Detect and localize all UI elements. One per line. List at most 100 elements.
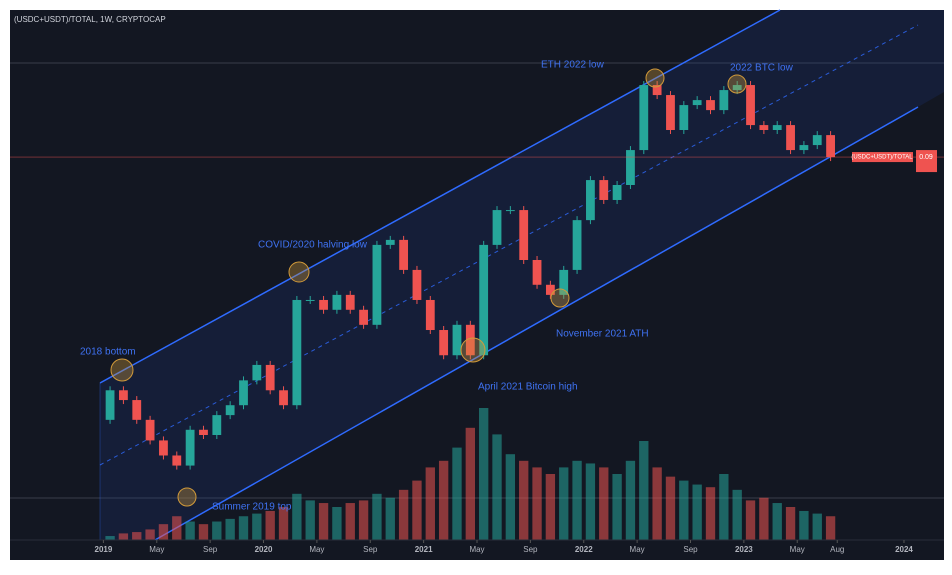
annotation: April 2021 Bitcoin high — [478, 382, 578, 393]
annotation: Summer 2019 top — [212, 502, 292, 513]
candle-body — [332, 294, 342, 310]
candle-body — [545, 284, 555, 295]
volume-bar — [118, 533, 129, 540]
marks — [105, 81, 836, 540]
volume-bar — [198, 524, 209, 540]
volume-bar — [639, 441, 649, 540]
volume-bar — [759, 497, 769, 540]
candle-body — [652, 85, 662, 96]
price-tag — [852, 152, 913, 163]
candle-body — [345, 294, 355, 310]
x-tick-label: May — [790, 545, 805, 554]
highlight-circle — [460, 337, 486, 363]
highlight-circle — [177, 487, 197, 507]
candle-body — [185, 429, 195, 466]
candle-body — [105, 390, 115, 420]
annotation: 2018 bottom — [80, 347, 136, 358]
volume-bar — [772, 503, 782, 540]
volume-bar — [172, 516, 182, 540]
candle-body — [172, 455, 182, 466]
candle-body — [732, 85, 742, 91]
channel-fill — [100, 10, 944, 540]
candle-body — [452, 324, 462, 356]
volume-bar — [785, 507, 796, 540]
volume-bar — [265, 510, 275, 540]
channel-upper — [99, 9, 781, 384]
candle-body — [519, 210, 529, 261]
volume-bar — [412, 480, 422, 540]
volume-bar — [332, 507, 342, 540]
volume-bar — [612, 474, 622, 540]
candle-body — [465, 324, 475, 356]
candle-body — [399, 239, 409, 270]
volume-bar — [252, 513, 262, 540]
volume-bar — [278, 507, 289, 540]
volume-bar — [812, 513, 822, 540]
annotation: 2022 BTC low — [730, 63, 794, 74]
candle-body — [319, 299, 328, 310]
volume-bar — [145, 529, 155, 540]
highlights — [110, 68, 747, 507]
chart-title: (USDC+USDT)/TOTAL, 1W, CRYPTOCAP — [14, 15, 166, 24]
candle-body — [786, 125, 795, 151]
volume-bar — [719, 474, 729, 540]
x-tick-label: 2023 — [735, 545, 753, 554]
x-tick-label: 2021 — [415, 545, 433, 554]
candle-body — [639, 85, 649, 151]
highlight-circle — [645, 68, 665, 88]
volume-bar — [345, 503, 355, 540]
volume-bar — [519, 460, 529, 540]
x-tick-label: Sep — [363, 545, 378, 554]
x-tick-label: 2024 — [895, 545, 913, 554]
volume-bar — [705, 487, 716, 540]
volume-bar — [398, 489, 409, 540]
channel-middle — [99, 24, 919, 466]
candle-body — [812, 135, 822, 146]
candle-body — [572, 220, 582, 270]
candle-body — [799, 145, 809, 151]
volume-bar — [305, 500, 315, 540]
volume-bar — [585, 463, 596, 540]
volume-bar — [465, 427, 475, 540]
x-tick-label: May — [149, 545, 164, 554]
annotation: COVID/2020 halving low — [258, 240, 368, 251]
x-tick-label: May — [309, 545, 324, 554]
volume-bar — [158, 524, 169, 540]
candle-body — [145, 419, 155, 441]
annotation: ETH 2022 low — [541, 60, 605, 71]
candle-body — [385, 239, 395, 245]
candle-body — [159, 440, 168, 456]
candle-body — [746, 85, 755, 126]
volume-bar — [479, 408, 489, 540]
candle-body — [505, 210, 515, 212]
candle-body — [359, 309, 368, 325]
volume-bar — [652, 467, 662, 540]
highlight-circle — [288, 261, 310, 283]
volume-bar — [745, 500, 756, 540]
volume-bar — [799, 510, 809, 540]
price-tag-value: 0.09 — [919, 154, 933, 161]
candle-body — [626, 150, 635, 186]
price-tag-symbol: (USDC+USDT)/TOTAL — [851, 155, 913, 161]
candle-body — [666, 95, 675, 131]
candle-body — [372, 244, 382, 325]
volume-bar — [679, 480, 689, 540]
candle-body — [692, 100, 702, 106]
candle-body — [199, 429, 208, 436]
volume-bar — [372, 493, 382, 540]
volume-bar — [385, 497, 395, 540]
volume-bar — [358, 500, 369, 540]
x-tick-label: Sep — [203, 545, 218, 554]
volume-bar — [318, 503, 329, 540]
candle-body — [119, 390, 128, 401]
volume-bar — [599, 467, 609, 540]
volume-bar — [505, 454, 516, 540]
candle-body — [439, 330, 449, 356]
candle-body — [305, 299, 315, 301]
x-tick-label: 2022 — [575, 545, 593, 554]
candle-body — [479, 244, 489, 356]
price-tag — [916, 150, 937, 173]
x-tick-label: Sep — [683, 545, 698, 554]
volume-bar — [105, 536, 115, 540]
